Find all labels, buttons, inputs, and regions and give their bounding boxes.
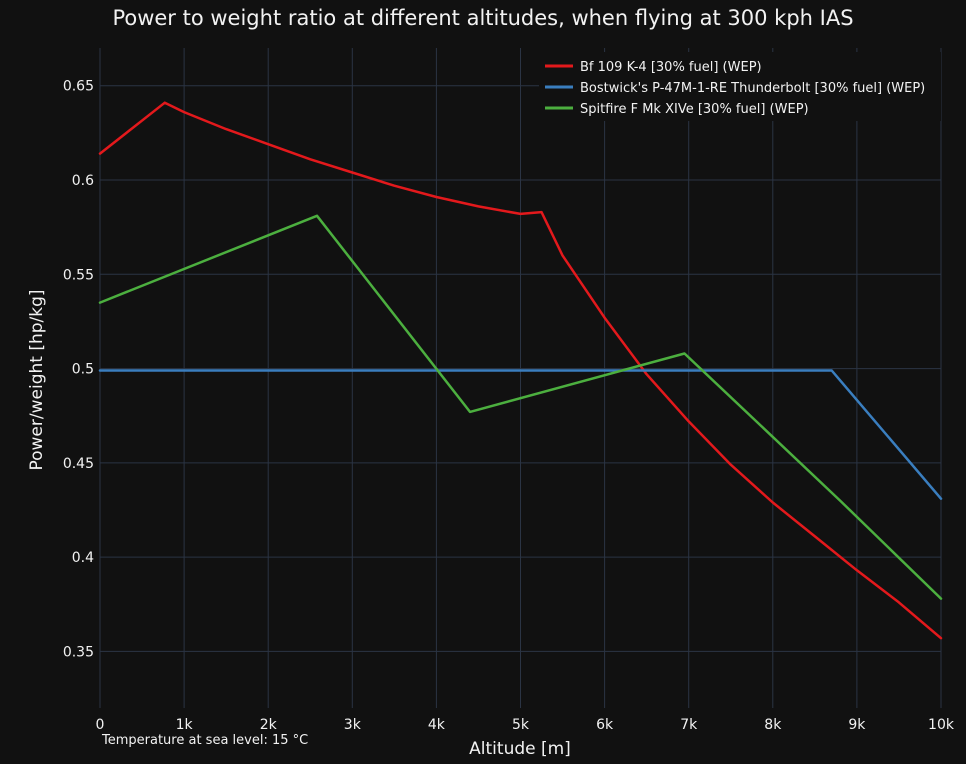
y-tick-label: 0.45	[63, 456, 94, 472]
x-tick-label: 6k	[596, 717, 614, 733]
x-tick-label: 7k	[680, 717, 698, 733]
y-tick-label: 0.4	[72, 550, 94, 566]
legend-label: Bostwick's P-47M-1-RE Thunderbolt [30% f…	[580, 81, 925, 96]
chart-title: Power to weight ratio at different altit…	[112, 6, 853, 30]
series-line-2	[98, 369, 943, 500]
temperature-annotation: Temperature at sea level: 15 °C	[101, 733, 308, 748]
x-tick-label: 0	[96, 717, 105, 733]
y-tick-label: 0.6	[72, 173, 94, 189]
x-tick-label: 9k	[848, 717, 866, 733]
x-tick-label: 4k	[428, 717, 446, 733]
grid-layer	[99, 48, 942, 708]
y-tick-label: 0.65	[63, 79, 94, 95]
x-tick-label: 1k	[176, 717, 194, 733]
legend-label: Bf 109 K-4 [30% fuel] (WEP)	[580, 60, 762, 75]
series-line-1	[98, 101, 943, 640]
y-tick-label: 0.35	[63, 644, 94, 660]
tick-layer: 0 1k 2k 3k 4k 5k 6k 7k 8k 9k 10k 0.35 0.4 0.45 0.5 0.55…	[63, 79, 955, 733]
x-tick-label: 8k	[764, 717, 782, 733]
legend-background	[539, 52, 941, 121]
x-tick-label: 10k	[928, 717, 955, 733]
x-tick-label: 2k	[260, 717, 278, 733]
series-line-3	[98, 214, 943, 600]
x-tick-label: 3k	[344, 717, 362, 733]
legend: Bf 109 K-4 [30% fuel] (WEP) Bostwick's P-…	[539, 52, 941, 121]
y-axis-label: Power/weight [hp/kg]	[27, 289, 47, 470]
x-tick-label: 5k	[512, 717, 530, 733]
legend-label: Spitfire F Mk XIVe [30% fuel] (WEP)	[580, 102, 809, 117]
y-tick-label: 0.55	[63, 267, 94, 283]
series-layer	[98, 101, 943, 640]
y-tick-label: 0.5	[72, 362, 94, 378]
x-axis-label: Altitude [m]	[469, 739, 571, 759]
